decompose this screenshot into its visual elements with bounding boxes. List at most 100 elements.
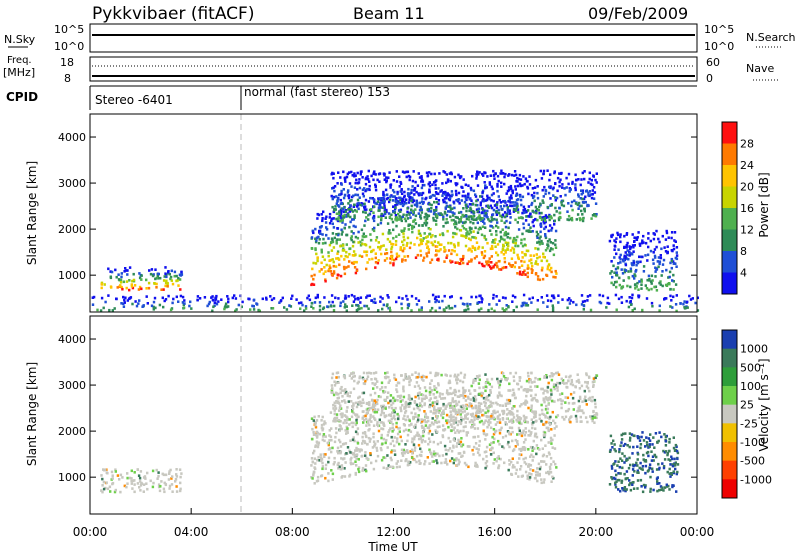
data-cell [338, 205, 341, 208]
data-cell [567, 407, 571, 411]
data-cell [520, 203, 523, 207]
data-cell [401, 403, 404, 407]
data-cell [314, 227, 317, 231]
data-cell [465, 434, 468, 437]
data-cell [431, 193, 435, 197]
data-cell [234, 309, 237, 313]
sky-right-tick-top: 10^5 [704, 23, 734, 36]
data-cell [638, 280, 641, 283]
data-cell [565, 176, 568, 180]
data-cell [477, 404, 480, 408]
data-cell [486, 395, 489, 398]
data-cell [213, 301, 216, 304]
data-cell [364, 250, 367, 254]
data-cell [371, 257, 374, 261]
data-cell [357, 458, 360, 461]
data-cell [353, 214, 356, 217]
data-cell [339, 391, 342, 395]
data-cell [544, 396, 548, 399]
data-cell [289, 305, 293, 308]
data-cell [625, 246, 628, 249]
data-cell [627, 276, 631, 280]
data-cell [150, 268, 154, 271]
data-cell [382, 190, 385, 194]
data-cell [341, 415, 344, 418]
data-cell [167, 294, 170, 298]
data-cell [365, 424, 368, 427]
data-cell [435, 371, 438, 375]
data-cell [450, 392, 453, 396]
data-cell [405, 201, 408, 205]
data-cell [460, 437, 463, 440]
data-cell [403, 194, 406, 198]
data-cell [405, 244, 408, 247]
data-cell [130, 469, 133, 473]
data-cell [126, 269, 129, 272]
data-cell [116, 474, 120, 477]
data-cell [546, 240, 550, 243]
data-cell [165, 279, 168, 283]
data-cell [563, 418, 566, 421]
data-cell [467, 248, 470, 252]
data-cell [393, 436, 396, 439]
data-cell [422, 426, 425, 429]
data-cell [336, 238, 339, 241]
data-cell [338, 263, 341, 267]
data-cell [475, 173, 478, 176]
data-cell [598, 293, 601, 297]
data-cell [473, 256, 477, 260]
data-cell [520, 264, 524, 267]
data-cell [99, 309, 103, 312]
data-cell [637, 471, 640, 474]
data-cell [524, 431, 528, 434]
data-cell [487, 398, 490, 402]
data-cell [381, 427, 385, 431]
data-cell [524, 400, 527, 404]
data-cell [386, 193, 389, 196]
data-cell [482, 386, 485, 389]
data-cell [531, 426, 534, 430]
data-cell [413, 385, 417, 388]
data-cell [491, 187, 494, 191]
data-cell [406, 255, 410, 258]
data-cell [494, 172, 497, 175]
data-cell [489, 417, 492, 420]
data-cell [498, 413, 501, 417]
data-cell [406, 210, 409, 214]
data-cell [118, 478, 121, 481]
data-cell [406, 298, 409, 301]
data-cell [432, 219, 435, 222]
data-cell [674, 303, 678, 306]
data-cell [362, 378, 365, 381]
data-cell [491, 240, 494, 244]
data-cell [347, 208, 350, 211]
data-cell [647, 274, 651, 278]
data-cell [466, 302, 469, 306]
data-cell [578, 405, 581, 408]
data-cell [380, 458, 384, 462]
data-cell [400, 374, 403, 377]
data-cell [340, 254, 343, 258]
data-cell [337, 218, 340, 221]
data-cell [397, 394, 401, 398]
data-cell [559, 172, 563, 175]
data-cell [501, 409, 504, 413]
data-cell [461, 258, 464, 261]
data-cell [459, 440, 463, 444]
data-cell [660, 435, 663, 439]
data-cell [155, 468, 158, 472]
data-cell [490, 199, 493, 202]
data-cell [327, 479, 330, 483]
data-cell [334, 205, 337, 208]
data-cell [344, 254, 347, 258]
data-cell [585, 385, 589, 388]
data-cell [590, 178, 593, 182]
data-cell [171, 301, 174, 305]
data-cell [415, 460, 418, 464]
data-cell [683, 305, 686, 309]
data-cell [586, 295, 590, 298]
data-cell [399, 217, 402, 221]
data-cell [474, 236, 478, 240]
data-cell [493, 241, 496, 244]
data-cell [390, 449, 394, 452]
